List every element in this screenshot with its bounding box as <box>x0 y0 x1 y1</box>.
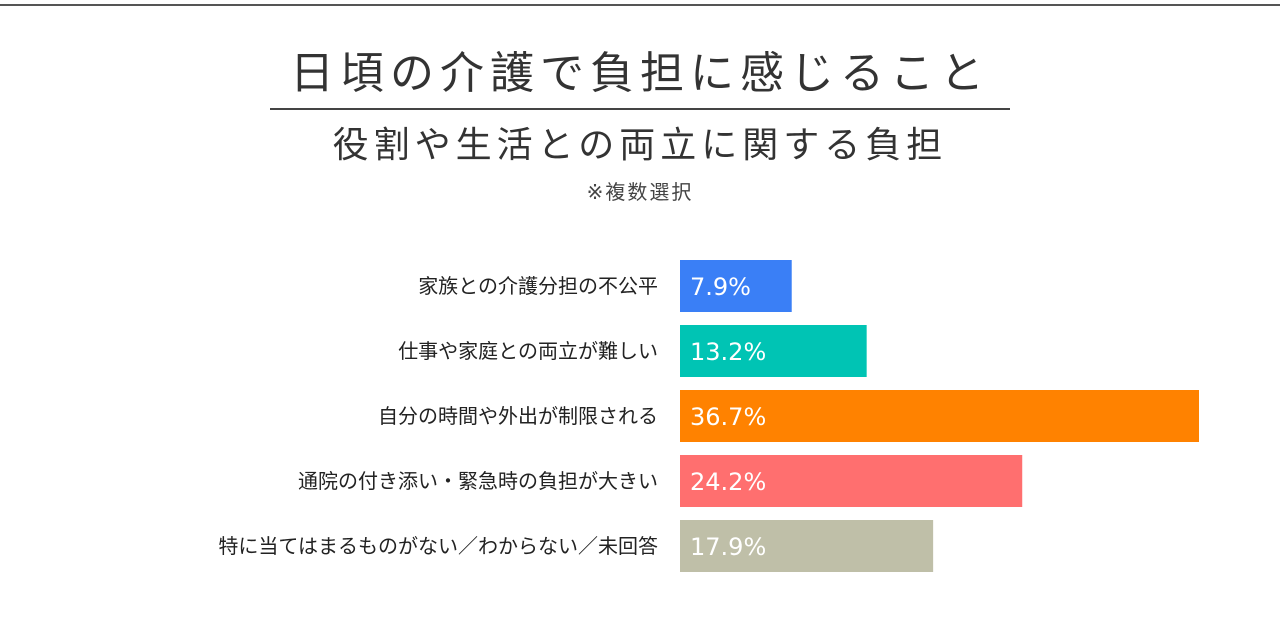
value-label-4: 24.2% <box>690 468 766 496</box>
bar-1 <box>680 260 792 312</box>
multiple-choice-note: ※複数選択 <box>586 180 694 204</box>
category-label-2: 仕事や家庭との両立が難しい <box>398 339 658 363</box>
chart-title: 日頃の介護で負担に感じること <box>290 48 990 99</box>
bar-4 <box>680 455 1023 507</box>
bar-2 <box>680 325 867 377</box>
category-label-5: 特に当てはまるものがない／わからない／未回答 <box>218 534 658 558</box>
value-label-5: 17.9% <box>690 533 766 561</box>
category-label-4: 通院の付き添い・緊急時の負担が大きい <box>298 469 658 493</box>
category-label-1: 家族との介護分担の不公平 <box>418 274 658 298</box>
chart-subtitle: 役割や生活との両立に関する負担 <box>332 125 948 166</box>
category-label-3: 自分の時間や外出が制限される <box>378 404 658 428</box>
value-label-2: 13.2% <box>690 338 766 366</box>
value-label-1: 7.9% <box>690 273 751 301</box>
value-label-3: 36.7% <box>690 403 766 431</box>
bar-3 <box>680 390 1199 442</box>
title-underline <box>270 108 1010 110</box>
bar-5 <box>680 520 934 572</box>
top-rule <box>0 4 1280 6</box>
